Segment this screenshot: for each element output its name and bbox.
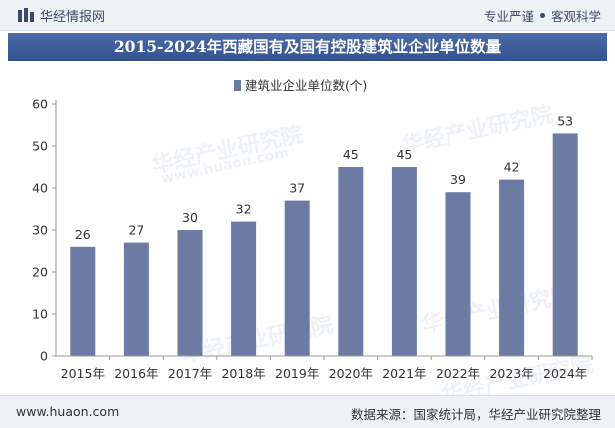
- x-tick-label: 2021年: [382, 366, 426, 381]
- bar: [231, 221, 257, 356]
- data-label: 27: [128, 223, 144, 238]
- data-label: 45: [396, 147, 412, 162]
- data-label: 37: [289, 181, 305, 196]
- y-tick-label: 40: [32, 181, 48, 196]
- y-tick-label: 20: [32, 265, 48, 280]
- chart-area: 华经产业研究院 www.huaon.com 华经产业研究院 华经产业研究院 华经…: [0, 62, 615, 409]
- y-tick-label: 10: [32, 307, 48, 322]
- bar: [284, 200, 310, 356]
- logo-icon: [18, 8, 34, 22]
- top-bar: 华经情报网 专业严谨 客观科学: [0, 0, 615, 31]
- data-label: 42: [504, 160, 520, 175]
- x-tick-label: 2020年: [329, 366, 373, 381]
- data-label: 39: [450, 172, 466, 187]
- slogan-left: 专业严谨: [483, 9, 534, 24]
- bar: [177, 230, 203, 356]
- x-tick-label: 2024年: [543, 366, 587, 381]
- x-tick-label: 2019年: [275, 366, 319, 381]
- x-tick-label: 2017年: [168, 366, 212, 381]
- bar: [499, 179, 525, 356]
- slogan-right: 客观科学: [550, 9, 601, 24]
- x-axis: 2015年 2016年 2017年 2018年 2019年 2020年 2021年 2022年…: [56, 355, 593, 381]
- bar: [338, 167, 364, 356]
- x-tick-label: 2015年: [61, 366, 105, 381]
- data-label: 30: [182, 210, 198, 225]
- footer-source: 数据来源：国家统计局，华经产业研究院整理: [350, 407, 601, 422]
- dot-icon: [539, 13, 545, 18]
- y-tick-label: 50: [32, 139, 48, 154]
- data-label: 53: [557, 113, 573, 128]
- x-tick-label: 2016年: [114, 366, 158, 381]
- data-label: 26: [75, 227, 91, 242]
- y-tick-label: 0: [40, 349, 48, 364]
- brand: 华经情报网: [18, 6, 106, 25]
- bar-chart: 建筑业企业单位数(个) 0 10 20 30 40 50 60 26 27 30 32 37 45 45…: [32, 78, 593, 381]
- data-label: 45: [343, 147, 359, 162]
- x-tick-label: 2022年: [436, 366, 480, 381]
- legend-label: 建筑业企业单位数(个): [245, 78, 367, 93]
- y-tick-label: 30: [32, 223, 48, 238]
- bar: [391, 167, 417, 356]
- data-label: 32: [236, 202, 252, 217]
- y-axis: 0 10 20 30 40 50 60: [32, 97, 57, 364]
- legend: 建筑业企业单位数(个): [234, 78, 367, 93]
- brand-name: 华经情报网: [40, 9, 106, 25]
- chart-title: 2015-2024年西藏国有及国有控股建筑业企业单位数量: [8, 33, 607, 61]
- bar: [552, 133, 578, 356]
- slogan: 专业严谨 客观科学: [484, 6, 601, 25]
- bar: [123, 242, 149, 356]
- y-tick-label: 60: [32, 97, 48, 112]
- legend-swatch: [234, 80, 241, 91]
- bar: [70, 246, 96, 356]
- footer: www.huaon.com 数据来源：国家统计局，华经产业研究院整理: [0, 395, 615, 428]
- footer-website[interactable]: www.huaon.com: [16, 404, 120, 419]
- bar: [445, 192, 471, 356]
- x-tick-label: 2023年: [489, 366, 533, 381]
- x-tick-label: 2018年: [221, 366, 265, 381]
- bars: 26 27 30 32 37 45 45 39 42 53: [70, 113, 578, 356]
